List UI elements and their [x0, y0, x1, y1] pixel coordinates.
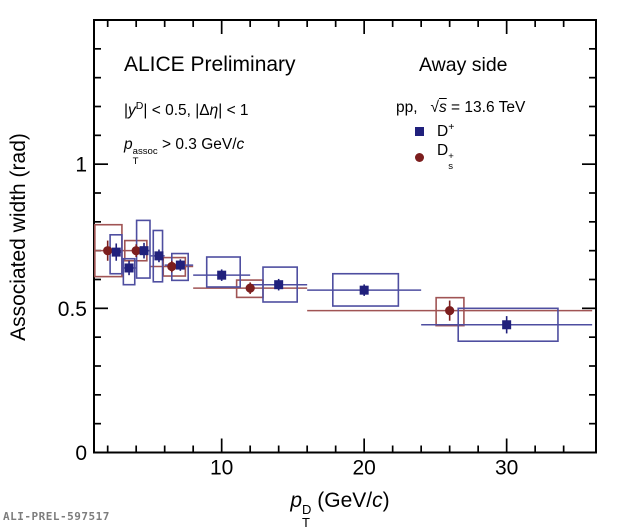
collision-system-label: pp, √s = 13.6 TeV [396, 99, 526, 116]
dplus-square-marker-icon [415, 126, 424, 136]
x-tick-label: 30 [495, 457, 518, 480]
data-marker-circle [103, 246, 113, 256]
data-marker-square [139, 246, 149, 256]
data-marker-square [124, 263, 134, 273]
away-side-label: Away side [419, 54, 508, 76]
kinematic-cuts-label: |yD| < 0.5, |Δη| < 1 [124, 100, 249, 120]
y-axis-title: Associated width (rad) [7, 133, 30, 341]
x-tick-label: 10 [210, 457, 233, 480]
systematic-uncertainty-box [122, 257, 136, 286]
data-marker-square [154, 251, 164, 261]
data-marker-square [274, 280, 284, 290]
legend-label-dsplus: D + s [437, 141, 454, 173]
y-tick-label: 0 [75, 442, 87, 465]
x-tick-label: 20 [352, 457, 375, 480]
legend-label-dplus: D+ [437, 120, 455, 141]
data-marker-square [111, 247, 121, 257]
data-marker-circle [167, 261, 177, 272]
y-tick-label: 1 [75, 154, 87, 177]
dsplus-circle-marker-icon [415, 152, 424, 162]
data-marker-circle [131, 246, 141, 256]
data-marker-square [502, 320, 512, 330]
y-tick-label: 0.5 [58, 298, 87, 321]
data-marker-square [359, 285, 369, 295]
data-marker-circle [445, 306, 455, 316]
data-marker-square [217, 270, 227, 280]
plot-frame [93, 19, 597, 454]
systematic-uncertainty-box [435, 296, 465, 327]
watermark: ALI-PREL-597517 [3, 510, 110, 523]
assoc-pt-cut-label: p assoc T > 0.3 GeV/c [124, 136, 245, 167]
legend-entry-dplus: D+ [415, 121, 454, 141]
legend-entry-dsplus: D + s [415, 142, 454, 172]
data-marker-circle [245, 283, 255, 293]
experiment-label: ALICE Preliminary [124, 53, 296, 76]
data-marker-square [175, 260, 185, 270]
systematic-uncertainty-box [205, 256, 241, 288]
